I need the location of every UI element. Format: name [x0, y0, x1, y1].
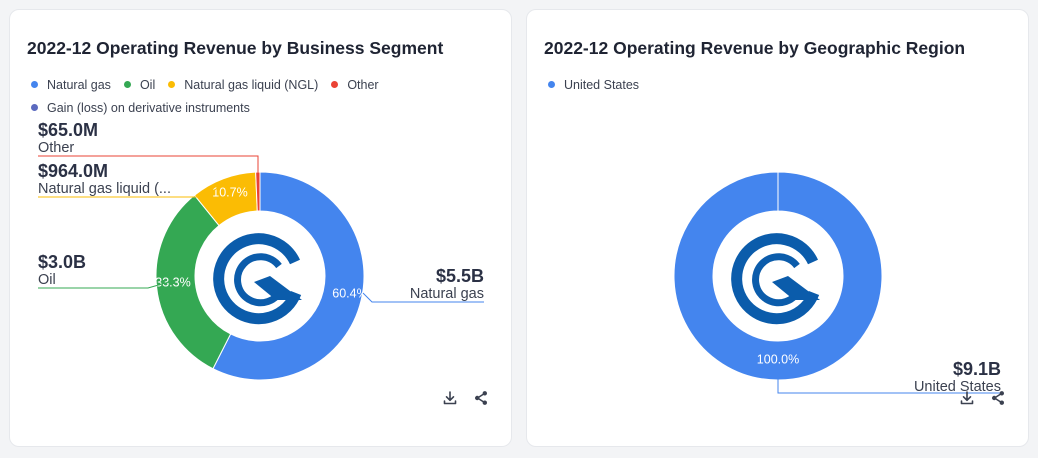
- legend-item-derivatives[interactable]: Gain (loss) on derivative instruments: [31, 99, 250, 116]
- region-chart-card: 2022-12 Operating Revenue by Geographic …: [526, 9, 1029, 447]
- legend-marker: [31, 104, 38, 111]
- legend-label: Natural gas: [47, 77, 111, 92]
- legend-marker: [331, 81, 339, 88]
- legend-marker: [168, 81, 176, 88]
- leader-line: [38, 279, 177, 289]
- legend-marker: [31, 81, 38, 88]
- leader-line: [38, 155, 259, 173]
- callout-value: $964.0M: [38, 161, 108, 181]
- legend-item-ngl[interactable]: Natural gas liquid (NGL): [168, 76, 318, 93]
- download-icon[interactable]: [442, 390, 458, 406]
- callout-value: $3.0B: [38, 252, 86, 272]
- legend-marker: [123, 81, 131, 88]
- callout-value: $5.5B: [436, 266, 484, 286]
- share-icon[interactable]: [990, 390, 1006, 406]
- slice-percent-label: 33.3%: [155, 275, 190, 289]
- callout-name: Natural gas liquid (...: [38, 181, 171, 197]
- legend-label: Natural gas liquid (NGL): [184, 77, 319, 92]
- legend-label: Gain (loss) on derivative instruments: [47, 100, 250, 115]
- chart-legend: Natural gas Oil Natural gas liquid (NGL)…: [31, 76, 471, 116]
- callout-name: United States: [914, 379, 1001, 395]
- download-icon[interactable]: [959, 390, 975, 406]
- legend-item-natural-gas[interactable]: Natural gas: [31, 76, 111, 93]
- segment-chart-card: 2022-12 Operating Revenue by Business Se…: [9, 9, 512, 447]
- legend-label: Oil: [139, 77, 156, 92]
- callout-name: Other: [38, 140, 74, 156]
- chart-title: 2022-12 Operating Revenue by Business Se…: [27, 38, 444, 58]
- legend-label: United States: [564, 77, 640, 92]
- legend-item-united-states[interactable]: United States: [548, 76, 639, 93]
- callout-name: Oil: [38, 272, 56, 288]
- chart-legend: United States: [548, 76, 988, 93]
- callout-value: $65.0M: [38, 120, 98, 140]
- share-icon[interactable]: [473, 390, 489, 406]
- legend-item-other[interactable]: Other: [331, 76, 379, 93]
- leader-line: [777, 373, 1001, 394]
- slice-percent-label: 60.4%: [332, 286, 367, 300]
- company-logo: [731, 233, 820, 325]
- slice-percent-label: 10.7%: [212, 185, 247, 199]
- legend-item-oil[interactable]: Oil: [123, 76, 156, 93]
- slice-percent-label: 100.0%: [757, 352, 799, 366]
- callout-value: $9.1B: [953, 359, 1001, 379]
- chart-title: 2022-12 Operating Revenue by Geographic …: [544, 38, 966, 58]
- legend-label: Other: [347, 77, 379, 92]
- leader-line: [38, 184, 222, 198]
- callout-name: Natural gas: [410, 286, 484, 302]
- company-logo: [213, 233, 302, 325]
- legend-marker: [548, 81, 555, 88]
- leader-line: [362, 292, 484, 303]
